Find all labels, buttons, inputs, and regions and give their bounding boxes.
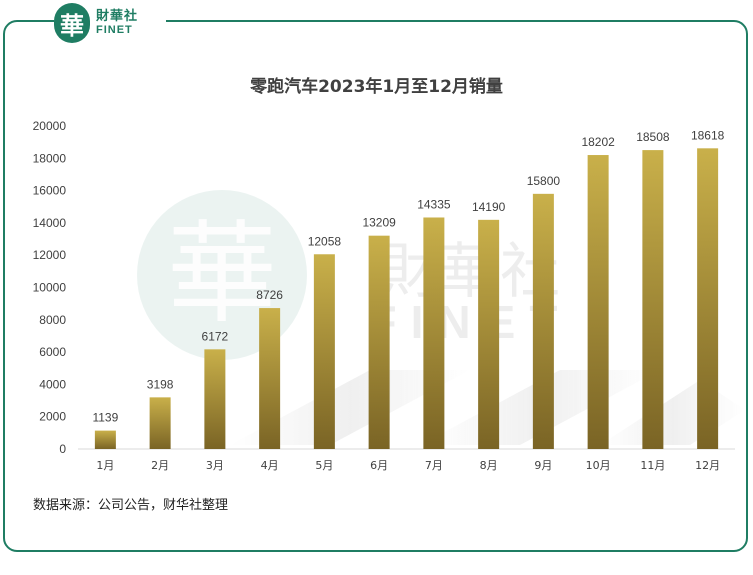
y-tick-label: 6000 — [39, 345, 66, 359]
data-label: 8726 — [256, 288, 283, 302]
data-label: 3198 — [147, 377, 174, 391]
data-label: 1139 — [92, 411, 118, 425]
y-tick-label: 2000 — [39, 410, 66, 424]
source-note: 数据来源：公司公告，财华社整理 — [33, 498, 229, 513]
bar — [149, 397, 171, 449]
bar — [94, 430, 116, 449]
chart-bars: 1139 3198 6172 8726 12058 13209 14335 14190 1580… — [92, 128, 725, 449]
chart-axes: 0 2000 4000 6000 8000 10000 12000 14000 16000 180… — [33, 119, 735, 472]
y-tick-label: 16000 — [33, 184, 67, 198]
logo-wordmark: 財華社 FINET — [96, 10, 138, 36]
x-tick-label: 6月 — [370, 459, 388, 472]
data-label: 18508 — [636, 130, 670, 144]
logo-emblem: 華 — [54, 3, 90, 43]
x-tick-label: 9月 — [534, 459, 552, 472]
chart-title: 零跑汽车2023年1月至12月销量 — [250, 77, 503, 97]
bar — [642, 150, 664, 449]
y-tick-label: 12000 — [33, 248, 67, 262]
data-label: 6172 — [202, 329, 229, 343]
y-tick-label: 18000 — [33, 151, 67, 165]
x-tick-label: 12月 — [695, 459, 720, 472]
data-label: 15800 — [527, 174, 561, 188]
bar — [204, 349, 226, 449]
x-tick-label: 2月 — [151, 459, 169, 472]
bar — [368, 235, 390, 449]
y-tick-label: 0 — [59, 442, 66, 456]
logo-name-en: FINET — [96, 24, 133, 36]
y-tick-label: 20000 — [33, 119, 67, 133]
bar — [532, 193, 554, 449]
y-tick-label: 8000 — [39, 313, 66, 327]
x-tick-label: 1月 — [96, 459, 114, 472]
watermark-glyph: 華 — [167, 210, 277, 338]
y-tick-label: 14000 — [33, 216, 67, 230]
watermark-name-cn: 財華社 — [380, 237, 560, 307]
x-tick-label: 7月 — [425, 459, 443, 472]
x-tick-label: 4月 — [261, 459, 279, 472]
x-tick-label: 8月 — [480, 459, 498, 472]
bar — [587, 155, 609, 449]
data-label: 13209 — [362, 216, 396, 230]
logo-name-cn: 財華社 — [96, 9, 139, 24]
finet-logo: 華 財華社 FINET — [54, 1, 166, 45]
y-tick-label: 10000 — [33, 281, 67, 295]
bar — [423, 217, 445, 449]
watermark-name-en: FINET — [369, 296, 572, 348]
data-label: 14190 — [472, 200, 506, 214]
x-tick-label: 11月 — [640, 459, 665, 472]
x-tick-label: 5月 — [315, 459, 333, 472]
data-label: 14335 — [417, 197, 451, 211]
data-label: 18618 — [691, 128, 725, 142]
data-label: 12058 — [308, 234, 342, 248]
x-tick-label: 10月 — [586, 459, 611, 472]
bar — [478, 219, 500, 449]
bar — [697, 148, 719, 449]
bar — [259, 308, 281, 449]
data-label: 18202 — [581, 135, 615, 149]
bar — [313, 254, 335, 449]
y-tick-label: 4000 — [39, 377, 66, 391]
x-tick-label: 3月 — [206, 459, 224, 472]
